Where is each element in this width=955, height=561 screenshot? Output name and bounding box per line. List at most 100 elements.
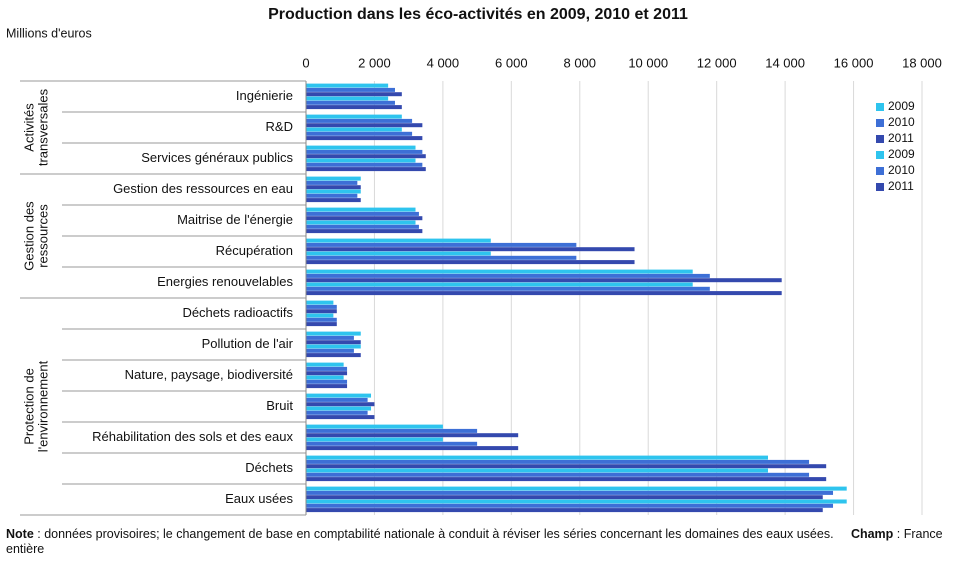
bar [306, 105, 402, 110]
champ-label: Champ [850, 527, 894, 541]
legend-swatch [876, 103, 884, 111]
chart: Production dans les éco-activités en 200… [6, 6, 942, 516]
chart-title: Production dans les éco-activités en 200… [268, 6, 688, 23]
legend-swatch [876, 135, 884, 143]
bar [306, 83, 389, 88]
y-tick-label: Déchets [245, 460, 293, 475]
bar [306, 96, 389, 101]
y-tick-label: Bruit [266, 398, 293, 413]
bar [306, 207, 416, 212]
bar [306, 123, 423, 128]
bar [306, 100, 395, 105]
bar [306, 136, 423, 141]
bar [306, 131, 413, 136]
y-tick-label: Pollution de l'air [202, 336, 294, 351]
bar [306, 340, 361, 345]
bar [306, 433, 519, 438]
legend-label: 2009 [888, 147, 915, 161]
bar [306, 118, 413, 123]
y-tick-label: Nature, paysage, biodiversité [125, 367, 293, 382]
y-tick-label: Gestion des ressources en eau [113, 181, 293, 196]
bar [306, 335, 354, 340]
bar [306, 189, 361, 194]
x-tick-label: 4 000 [427, 55, 460, 70]
bar [306, 353, 361, 358]
x-tick-label: 6 000 [495, 55, 528, 70]
x-tick-label: 10 000 [628, 55, 668, 70]
note-text: : données provisoires; le changement de … [33, 527, 834, 541]
legend-label: 2010 [888, 115, 915, 129]
bar [306, 503, 834, 508]
bar [306, 242, 577, 247]
bar [306, 158, 416, 163]
bar [306, 379, 348, 384]
bar [306, 393, 372, 398]
bar [306, 322, 337, 327]
y-tick-label: R&D [266, 119, 293, 134]
y-tick-label: Services généraux publics [141, 150, 293, 165]
bar [306, 441, 478, 446]
x-tick-label: 18 000 [902, 55, 942, 70]
y-tick-label: Energies renouvelables [157, 274, 293, 289]
bar [306, 269, 693, 274]
group-label: ressources [35, 204, 50, 268]
bar [306, 402, 375, 407]
champ-text: : France entière [6, 527, 943, 556]
bar [306, 162, 423, 167]
bar [306, 229, 423, 234]
bar [306, 255, 577, 260]
bar [306, 384, 348, 389]
legend-label: 2011 [888, 131, 914, 145]
bar [306, 410, 368, 415]
bar [306, 508, 823, 513]
bar [306, 198, 361, 203]
bar [306, 251, 491, 256]
bar [306, 446, 519, 451]
x-tick-label: 12 000 [697, 55, 737, 70]
bar [306, 428, 478, 433]
bar [306, 375, 344, 380]
bar [306, 309, 337, 314]
legend-swatch [876, 167, 884, 175]
bar [306, 238, 491, 243]
bar [306, 114, 402, 119]
bar [306, 371, 348, 376]
bar [306, 154, 426, 159]
bar [306, 185, 361, 190]
bar [306, 472, 810, 477]
legend-label: 2010 [888, 163, 915, 177]
y-tick-label: Ingénierie [236, 88, 293, 103]
bar [306, 468, 768, 473]
bar [306, 424, 443, 429]
bar [306, 397, 368, 402]
bar [306, 167, 426, 172]
bar [306, 415, 375, 420]
bar [306, 127, 402, 132]
bar [306, 193, 358, 198]
group-label: l'environnement [35, 360, 50, 452]
bar [306, 282, 693, 287]
bar [306, 145, 416, 150]
bar [306, 224, 419, 229]
bar [306, 273, 710, 278]
x-tick-label: 2 000 [358, 55, 391, 70]
x-tick-label: 16 000 [834, 55, 874, 70]
bar [306, 260, 635, 265]
group-label: Gestion des [21, 201, 36, 271]
y-tick-label: Eaux usées [225, 491, 293, 506]
group-label: Activités [21, 103, 36, 152]
bar [306, 216, 423, 221]
bar [306, 366, 348, 371]
bar [306, 344, 361, 349]
bar [306, 437, 443, 442]
bar [306, 348, 354, 353]
group-label: Protection de [21, 368, 36, 445]
bar [306, 300, 334, 305]
x-tick-label: 14 000 [765, 55, 805, 70]
bar [306, 495, 823, 500]
bar [306, 464, 827, 469]
bar [306, 176, 361, 181]
x-tick-label: 0 [302, 55, 309, 70]
x-tick-label: 8 000 [564, 55, 597, 70]
bar [306, 455, 768, 460]
